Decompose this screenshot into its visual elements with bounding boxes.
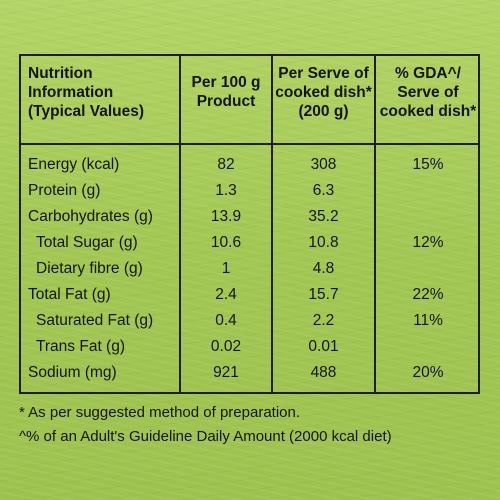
- table-row: Protein (g) 1.3 6.3: [21, 178, 478, 204]
- table-row: Trans Fat (g) 0.02 0.01: [21, 334, 478, 360]
- per-serve-value: 488: [310, 364, 337, 381]
- per-serve-value: 10.8: [308, 234, 339, 251]
- table-row: Total Sugar (g) 10.6 10.8 12%: [21, 230, 478, 256]
- header-line: Serve of: [397, 84, 459, 101]
- header-line: (200 g): [298, 103, 349, 120]
- per-serve-value: 308: [310, 156, 337, 173]
- per-100g-value: 82: [217, 156, 235, 173]
- nutrition-table: Nutrition Information (Typical Values) P…: [19, 54, 480, 394]
- gda-value: 20%: [412, 364, 444, 381]
- header-line: % GDA^/: [395, 65, 461, 82]
- per-serve-value: 0.01: [308, 338, 339, 355]
- header-per-serve: Per Serve of cooked dish* (200 g): [273, 64, 374, 121]
- header-gda: % GDA^/ Serve of cooked dish*: [376, 64, 480, 121]
- table-row: Saturated Fat (g) 0.4 2.2 11%: [21, 308, 478, 334]
- table-row: Energy (kcal) 82 308 15%: [21, 152, 478, 178]
- row-label: Energy (kcal): [28, 156, 120, 173]
- per-100g-value: 10.6: [210, 234, 242, 251]
- header-line: cooked dish*: [275, 84, 372, 101]
- per-100g-value: 1: [221, 260, 231, 277]
- row-label: Saturated Fat (g): [36, 312, 154, 329]
- per-100g-value: 0.02: [210, 338, 242, 355]
- column-divider: [179, 56, 181, 392]
- header-divider: [21, 143, 478, 145]
- gda-value: 11%: [413, 312, 443, 329]
- header-line: Information: [28, 84, 114, 101]
- gda-value: 15%: [412, 156, 444, 173]
- header-line: Per 100 g: [191, 74, 261, 91]
- header-line: cooked dish*: [379, 103, 477, 120]
- per-serve-value: 6.3: [312, 182, 335, 199]
- per-100g-value: 0.4: [215, 312, 237, 329]
- row-label: Total Fat (g): [28, 286, 111, 303]
- header-line: Nutrition: [28, 65, 93, 82]
- table-row: Carbohydrates (g) 13.9 35.2: [21, 204, 478, 230]
- per-100g-value: 2.4: [215, 286, 237, 303]
- per-serve-value: 15.7: [308, 286, 339, 303]
- row-label: Dietary fibre (g): [36, 260, 143, 277]
- footnote-preparation: * As per suggested method of preparation…: [19, 404, 301, 421]
- header-nutrition-information: Nutrition Information (Typical Values): [28, 64, 144, 121]
- row-label: Sodium (mg): [28, 364, 117, 381]
- row-label: Trans Fat (g): [36, 338, 125, 355]
- per-serve-value: 2.2: [312, 312, 335, 329]
- gda-value: 22%: [412, 286, 444, 303]
- row-label: Carbohydrates (g): [28, 208, 153, 225]
- header-line: Product: [196, 93, 256, 110]
- row-label: Total Sugar (g): [36, 234, 138, 251]
- column-divider: [374, 56, 376, 392]
- gda-value: 12%: [412, 234, 444, 251]
- table-row: Sodium (mg) 921 488 20%: [21, 360, 478, 386]
- column-divider: [271, 56, 273, 392]
- per-serve-value: 4.8: [312, 260, 335, 277]
- header-line: (Typical Values): [28, 103, 145, 120]
- row-label: Protein (g): [28, 182, 101, 199]
- per-serve-value: 35.2: [308, 208, 339, 225]
- header-per-100g: Per 100 g Product: [181, 73, 271, 111]
- per-100g-value: 13.9: [210, 208, 242, 225]
- footnote-gda: ^% of an Adult's Guideline Daily Amount …: [19, 428, 392, 445]
- per-100g-value: 1.3: [215, 182, 237, 199]
- table-row: Total Fat (g) 2.4 15.7 22%: [21, 282, 478, 308]
- per-100g-value: 921: [213, 364, 239, 381]
- header-line: Per Serve of: [278, 65, 369, 82]
- table-row: Dietary fibre (g) 1 4.8: [21, 256, 478, 282]
